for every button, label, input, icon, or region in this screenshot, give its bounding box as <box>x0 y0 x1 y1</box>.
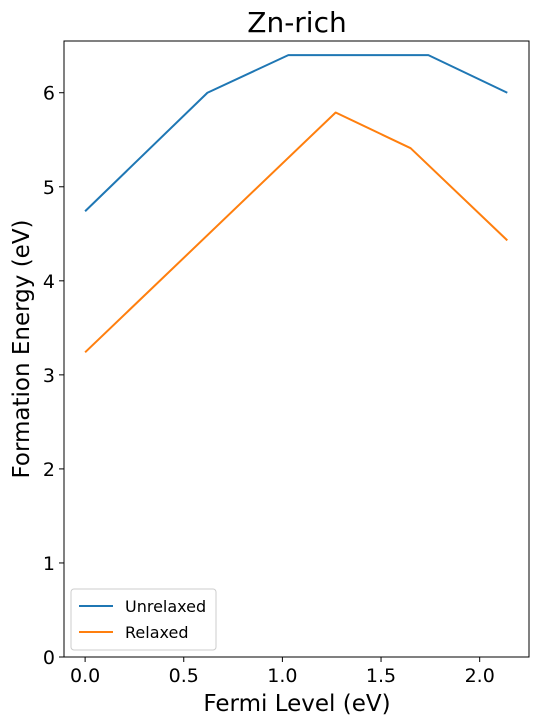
y-tick-label: 3 <box>43 365 55 387</box>
x-tick-label: 0.0 <box>70 665 100 687</box>
x-tick-label: 1.5 <box>366 665 396 687</box>
y-axis-ticks: 0 1 2 3 4 5 6 <box>43 83 64 669</box>
x-axis-ticks: 0.0 0.5 1.0 1.5 2.0 <box>70 657 495 687</box>
series-line-relaxed <box>84 111 508 354</box>
plot-area: 0.0 0.5 1.0 1.5 2.0 0 1 2 3 4 5 6 <box>43 40 530 687</box>
y-tick-label: 2 <box>43 459 55 481</box>
x-tick-label: 2.0 <box>465 665 495 687</box>
x-axis-label: Fermi Level (eV) <box>203 691 390 717</box>
legend-label-relaxed: Relaxed <box>125 623 188 642</box>
series-layer <box>84 54 508 354</box>
plot-frame <box>63 40 530 658</box>
series-line-unrelaxed <box>84 54 508 212</box>
y-tick-label: 4 <box>43 271 55 293</box>
legend: Unrelaxed Relaxed <box>70 588 217 651</box>
y-tick-label: 5 <box>43 177 55 199</box>
legend-box <box>70 588 217 651</box>
x-tick-label: 1.0 <box>267 665 297 687</box>
chart-title: Zn-rich <box>247 6 346 39</box>
y-tick-label: 6 <box>43 83 55 105</box>
y-tick-label: 1 <box>43 553 55 575</box>
legend-label-unrelaxed: Unrelaxed <box>125 597 206 616</box>
y-axis-label: Formation Energy (eV) <box>9 219 35 478</box>
x-tick-label: 0.5 <box>169 665 199 687</box>
y-tick-label: 0 <box>43 647 55 669</box>
